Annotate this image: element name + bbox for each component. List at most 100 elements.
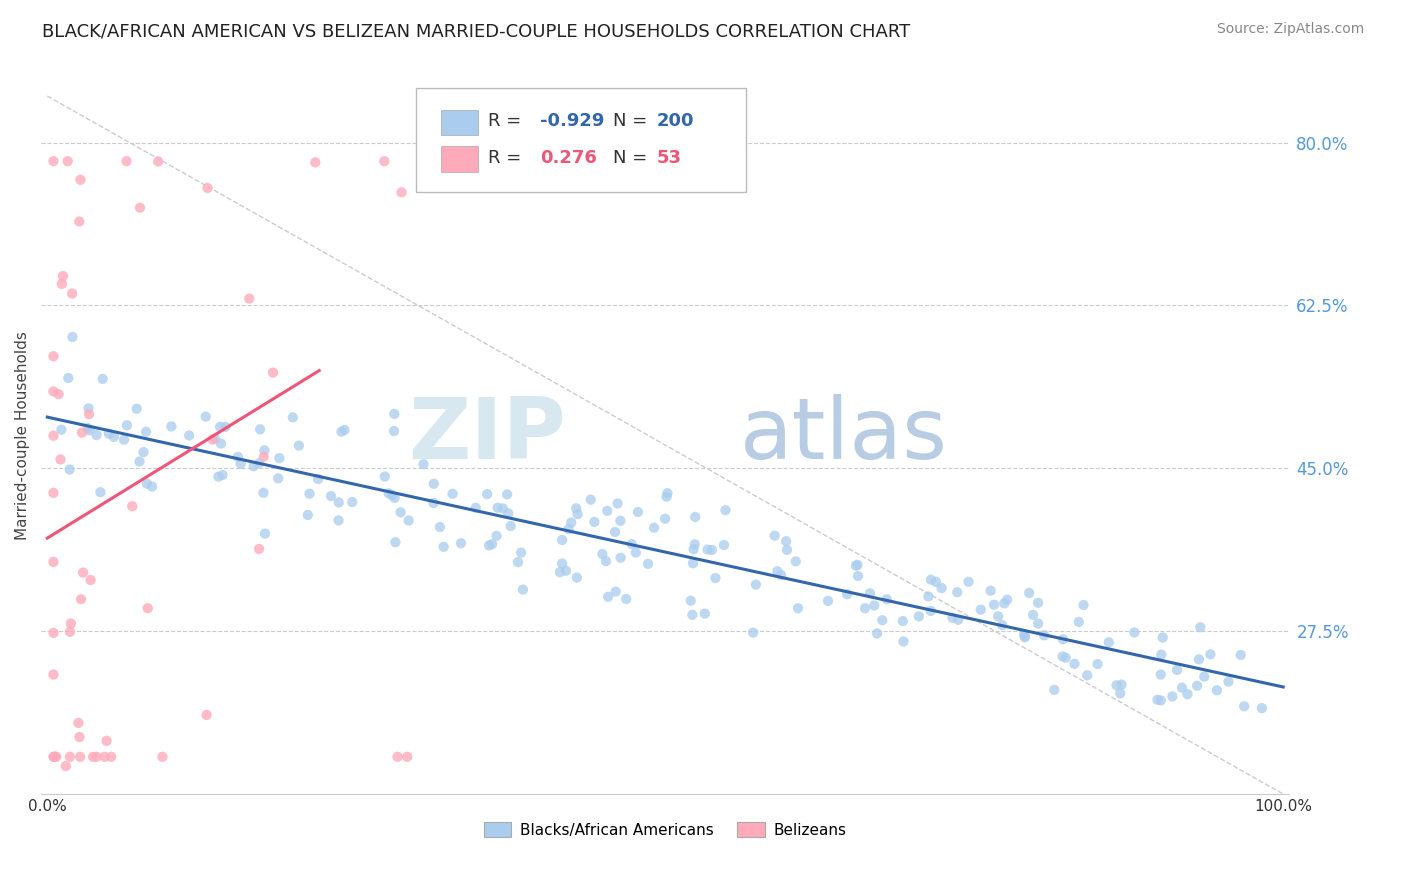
Point bbox=[485, 529, 508, 543]
Point bbox=[1012, 627, 1035, 641]
Point bbox=[1250, 701, 1272, 715]
Point bbox=[654, 512, 676, 526]
Point bbox=[596, 504, 619, 518]
Point bbox=[481, 537, 503, 551]
Point bbox=[1229, 648, 1251, 662]
Point bbox=[42, 749, 65, 764]
Point bbox=[1033, 628, 1056, 642]
Point bbox=[920, 573, 942, 587]
Point bbox=[201, 433, 224, 447]
Point bbox=[247, 541, 270, 556]
Point bbox=[387, 749, 409, 764]
Point bbox=[475, 487, 498, 501]
Point bbox=[91, 372, 114, 386]
Point bbox=[603, 524, 626, 539]
Point bbox=[342, 495, 364, 509]
Point bbox=[49, 452, 72, 467]
Point bbox=[1098, 635, 1121, 649]
Point bbox=[152, 749, 174, 764]
Point bbox=[247, 456, 270, 470]
Point bbox=[135, 476, 157, 491]
Point bbox=[1087, 657, 1109, 671]
Point bbox=[69, 173, 91, 187]
Point bbox=[67, 214, 90, 228]
Point bbox=[422, 476, 444, 491]
Point bbox=[766, 564, 789, 578]
Point bbox=[817, 594, 839, 608]
Point bbox=[58, 371, 80, 385]
Text: 200: 200 bbox=[657, 112, 695, 130]
Point bbox=[1123, 625, 1146, 640]
Point bbox=[450, 536, 472, 550]
Point bbox=[381, 488, 404, 502]
Text: R =: R = bbox=[488, 149, 533, 167]
Point bbox=[510, 546, 533, 560]
Point bbox=[307, 472, 329, 486]
Text: 0.276: 0.276 bbox=[540, 149, 598, 167]
Point bbox=[1189, 620, 1212, 634]
Point bbox=[565, 571, 588, 585]
Point bbox=[77, 401, 100, 416]
Point bbox=[112, 433, 135, 447]
Point bbox=[204, 432, 226, 446]
Point bbox=[637, 557, 659, 571]
Text: N =: N = bbox=[613, 149, 658, 167]
Point bbox=[333, 423, 356, 437]
Point bbox=[1194, 669, 1216, 683]
Point bbox=[70, 592, 93, 607]
Point bbox=[304, 155, 326, 169]
Point bbox=[42, 384, 65, 399]
Point bbox=[42, 154, 65, 169]
Point bbox=[567, 507, 589, 521]
Point bbox=[1014, 629, 1036, 643]
Point bbox=[785, 554, 807, 568]
Point bbox=[382, 424, 405, 438]
Point bbox=[872, 613, 894, 627]
Point bbox=[1067, 615, 1090, 629]
Point bbox=[391, 186, 413, 200]
Point bbox=[1161, 690, 1184, 704]
Point bbox=[1052, 649, 1074, 664]
Point bbox=[398, 513, 420, 527]
Point bbox=[1150, 693, 1173, 707]
Point bbox=[863, 599, 886, 613]
Point bbox=[551, 557, 574, 571]
Y-axis label: Married-couple Households: Married-couple Households bbox=[15, 331, 30, 541]
Point bbox=[983, 598, 1005, 612]
Point bbox=[374, 469, 396, 483]
Point bbox=[82, 749, 104, 764]
Point bbox=[609, 550, 631, 565]
Point bbox=[583, 515, 606, 529]
Point bbox=[42, 349, 65, 363]
Point bbox=[42, 428, 65, 442]
Point bbox=[551, 533, 574, 547]
Point bbox=[917, 590, 939, 604]
Point bbox=[136, 601, 159, 615]
Point bbox=[555, 564, 578, 578]
Point bbox=[1199, 648, 1222, 662]
Point bbox=[946, 585, 969, 599]
Point bbox=[242, 459, 264, 474]
Point bbox=[598, 590, 620, 604]
Point bbox=[160, 419, 183, 434]
Point bbox=[297, 508, 319, 522]
Point bbox=[1152, 631, 1174, 645]
Point bbox=[970, 602, 993, 616]
Point bbox=[657, 486, 679, 500]
Point bbox=[1109, 686, 1132, 700]
Point bbox=[1185, 679, 1208, 693]
Point bbox=[79, 573, 101, 587]
Point bbox=[682, 556, 704, 570]
Point bbox=[249, 422, 271, 436]
Point bbox=[1111, 678, 1133, 692]
Point bbox=[1146, 692, 1168, 706]
Text: R =: R = bbox=[488, 112, 527, 130]
Point bbox=[44, 749, 66, 764]
Point bbox=[433, 540, 456, 554]
FancyBboxPatch shape bbox=[416, 88, 747, 192]
Point bbox=[993, 596, 1015, 610]
Point bbox=[696, 542, 718, 557]
Point bbox=[69, 749, 91, 764]
Point bbox=[908, 609, 931, 624]
Point bbox=[429, 520, 451, 534]
